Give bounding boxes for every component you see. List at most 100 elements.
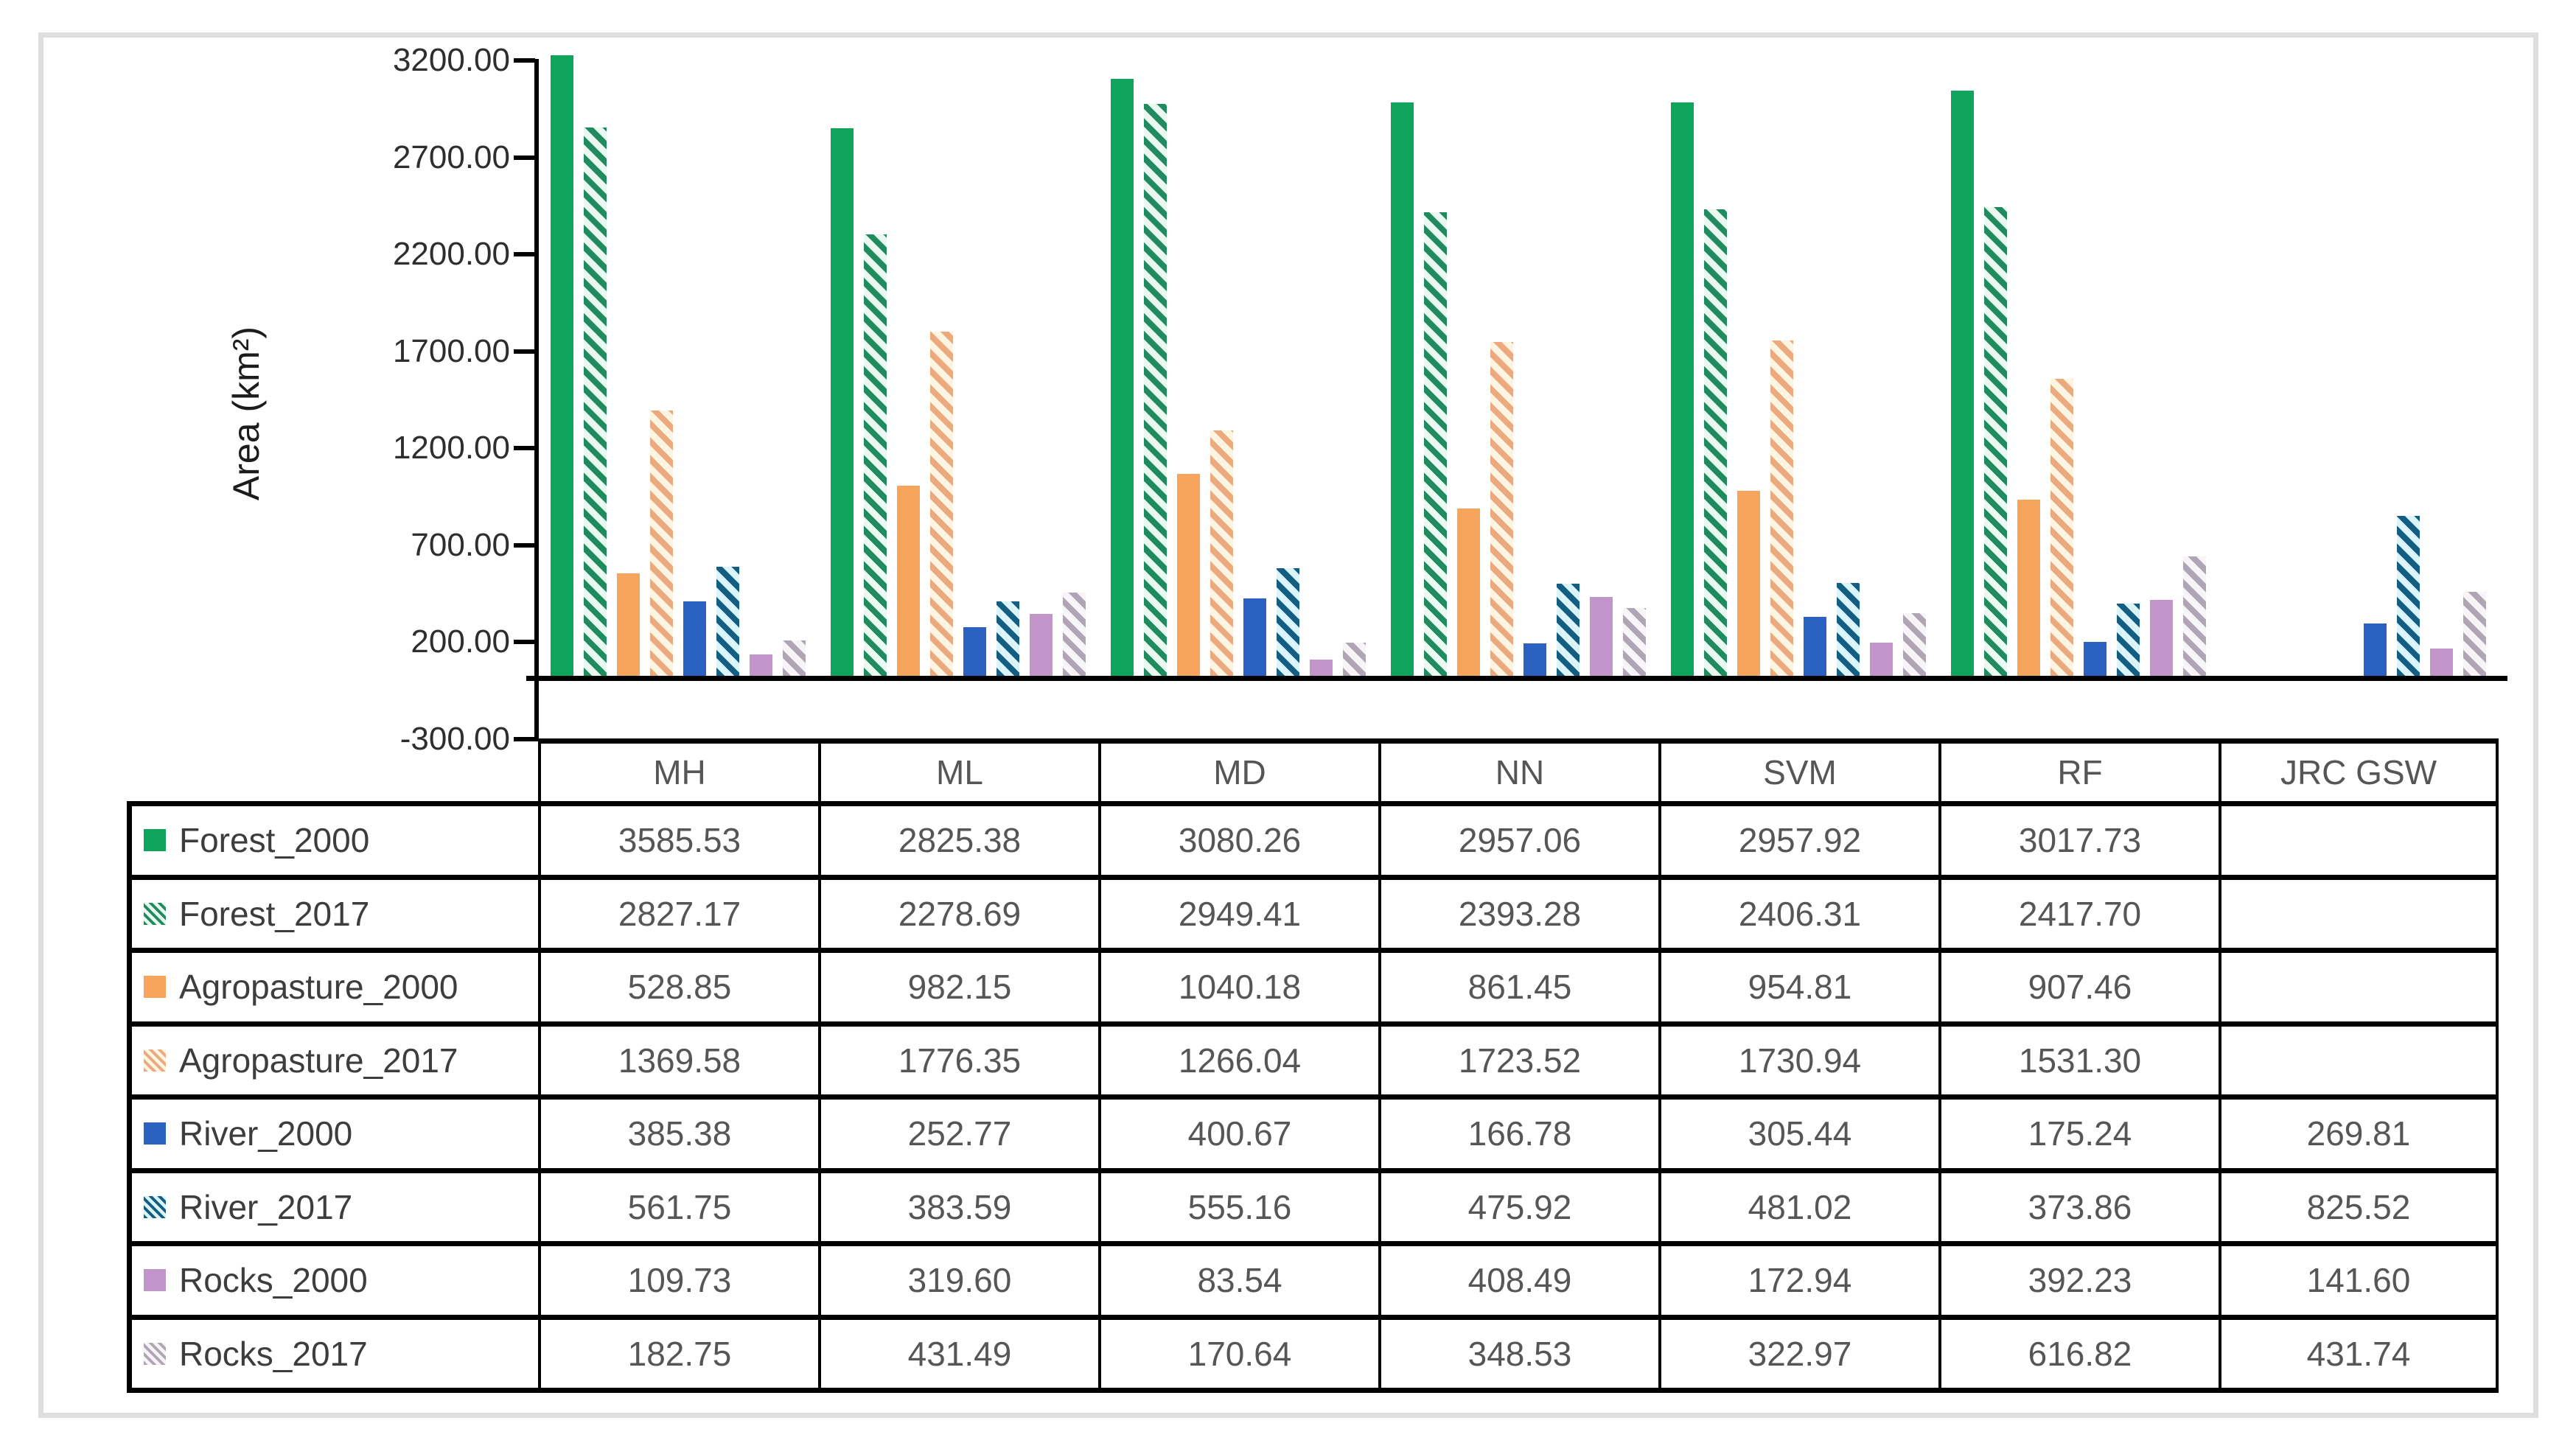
- y-tick-label: 1700.00: [392, 332, 510, 369]
- legend-label: Forest_2017: [179, 894, 370, 933]
- bar-agropasture_2000: [2017, 500, 2040, 676]
- bar-forest_2000: [1671, 102, 1694, 676]
- table-cell: 348.53: [1378, 1319, 1658, 1393]
- plot-area: [538, 55, 2499, 676]
- bar-agropasture_2017: [650, 410, 673, 676]
- legend-label: Rocks_2017: [179, 1334, 368, 1373]
- legend-label: Agropasture_2017: [179, 1041, 458, 1080]
- y-tick-label: 200.00: [411, 623, 510, 660]
- legend-cell-forest_2000: Forest_2000: [127, 806, 538, 880]
- bar-river_2017: [716, 567, 739, 676]
- legend-swatch-forest_2017: [144, 902, 166, 925]
- bar-agropasture_2000: [1177, 474, 1200, 676]
- table-cell: 385.38: [538, 1100, 818, 1173]
- legend-cell-river_2017: River_2017: [127, 1173, 538, 1246]
- table-header-rf: RF: [1938, 738, 2219, 806]
- bar-group-md: [1098, 60, 1378, 676]
- table-cell: 825.52: [2219, 1173, 2499, 1246]
- bar-rocks_2000: [750, 654, 772, 676]
- bar-forest_2017: [1424, 212, 1447, 676]
- bar-river_2017: [1557, 583, 1580, 676]
- y-tick-mark: [514, 542, 535, 548]
- table-header-mh: MH: [538, 738, 818, 806]
- table-cell: 3080.26: [1098, 806, 1378, 880]
- bar-forest_2017: [864, 234, 887, 676]
- table-header-ml: ML: [818, 738, 1098, 806]
- legend-label: Forest_2000: [179, 821, 370, 860]
- bar-group-mh: [538, 55, 818, 676]
- bar-forest_2017: [584, 127, 607, 676]
- bar-river_2000: [683, 601, 706, 676]
- table-cell: 373.86: [1938, 1173, 2219, 1246]
- legend-swatch-forest_2000: [144, 829, 166, 852]
- table-cell: 2957.06: [1378, 806, 1658, 880]
- y-tick-mark: [514, 58, 535, 63]
- table-cell: 182.75: [538, 1319, 818, 1393]
- legend-label: River_2000: [179, 1114, 353, 1153]
- y-tick-label: 1200.00: [392, 430, 510, 466]
- table-cell: 2825.38: [818, 806, 1098, 880]
- bar-group-rf: [1938, 60, 2219, 676]
- bar-rocks_2000: [1870, 642, 1893, 676]
- table-cell: 528.85: [538, 953, 818, 1027]
- table-cell: 269.81: [2219, 1100, 2499, 1173]
- table-cell: 3017.73: [1938, 806, 2219, 880]
- table-cell: 408.49: [1378, 1246, 1658, 1320]
- table-header-md: MD: [1098, 738, 1378, 806]
- bar-agropasture_2000: [1737, 490, 1760, 676]
- bar-forest_2000: [831, 127, 854, 676]
- bar-rocks_2000: [1030, 613, 1053, 676]
- y-tick-label: 700.00: [411, 526, 510, 563]
- table-cell: 1730.94: [1658, 1026, 1938, 1100]
- bar-rocks_2017: [1623, 608, 1646, 676]
- table-cell: 982.15: [818, 953, 1098, 1027]
- bar-rocks_2000: [2430, 648, 2453, 676]
- x-axis-line: [526, 676, 2507, 681]
- table-header-nn: NN: [1378, 738, 1658, 806]
- bar-rocks_2000: [1590, 596, 1613, 676]
- table-cell: 109.73: [538, 1246, 818, 1320]
- table-cell: 392.23: [1938, 1246, 2219, 1320]
- bar-agropasture_2000: [1457, 509, 1480, 676]
- legend-swatch-river_2000: [144, 1122, 166, 1145]
- bar-rocks_2017: [2463, 592, 2486, 676]
- table-cell: [2219, 1026, 2499, 1100]
- bar-rocks_2000: [2150, 599, 2173, 676]
- table-cell: 1040.18: [1098, 953, 1378, 1027]
- bar-forest_2017: [1984, 207, 2007, 676]
- bar-agropasture_2000: [897, 485, 920, 676]
- table-cell: 2949.41: [1098, 879, 1378, 953]
- bar-agropasture_2017: [1210, 430, 1233, 676]
- table-cell: 170.64: [1098, 1319, 1378, 1393]
- table-cell: 1776.35: [818, 1026, 1098, 1100]
- y-tick-label: 2200.00: [392, 236, 510, 272]
- bar-river_2017: [1837, 582, 1860, 676]
- table-cell: 616.82: [1938, 1319, 2219, 1393]
- legend-cell-forest_2017: Forest_2017: [127, 879, 538, 953]
- bar-river_2017: [2117, 603, 2140, 676]
- bar-river_2000: [2084, 641, 2106, 676]
- legend-swatch-river_2017: [144, 1195, 166, 1218]
- legend-label: Rocks_2000: [179, 1261, 368, 1300]
- table-cell: 400.67: [1098, 1100, 1378, 1173]
- bar-forest_2000: [1951, 91, 1974, 676]
- table-cell: 1723.52: [1378, 1026, 1658, 1100]
- table-cell: 383.59: [818, 1173, 1098, 1246]
- table-cell: 2393.28: [1378, 879, 1658, 953]
- table-cell: 907.46: [1938, 953, 2219, 1027]
- y-tick-mark: [514, 736, 535, 741]
- bar-river_2017: [2397, 515, 2420, 676]
- legend-cell-rocks_2000: Rocks_2000: [127, 1246, 538, 1320]
- legend-label: River_2017: [179, 1187, 353, 1226]
- table-cell: 1531.30: [1938, 1026, 2219, 1100]
- bar-group-ml: [818, 60, 1098, 676]
- table-cell: 954.81: [1658, 953, 1938, 1027]
- y-tick-mark: [514, 252, 535, 256]
- bar-river_2000: [1804, 616, 1826, 676]
- legend-swatch-rocks_2000: [144, 1269, 166, 1292]
- table-header-svm: SVM: [1658, 738, 1938, 806]
- bar-forest_2017: [1704, 209, 1727, 676]
- legend-label: Agropasture_2000: [179, 968, 458, 1007]
- bar-river_2000: [2364, 623, 2387, 676]
- table-cell: 1266.04: [1098, 1026, 1378, 1100]
